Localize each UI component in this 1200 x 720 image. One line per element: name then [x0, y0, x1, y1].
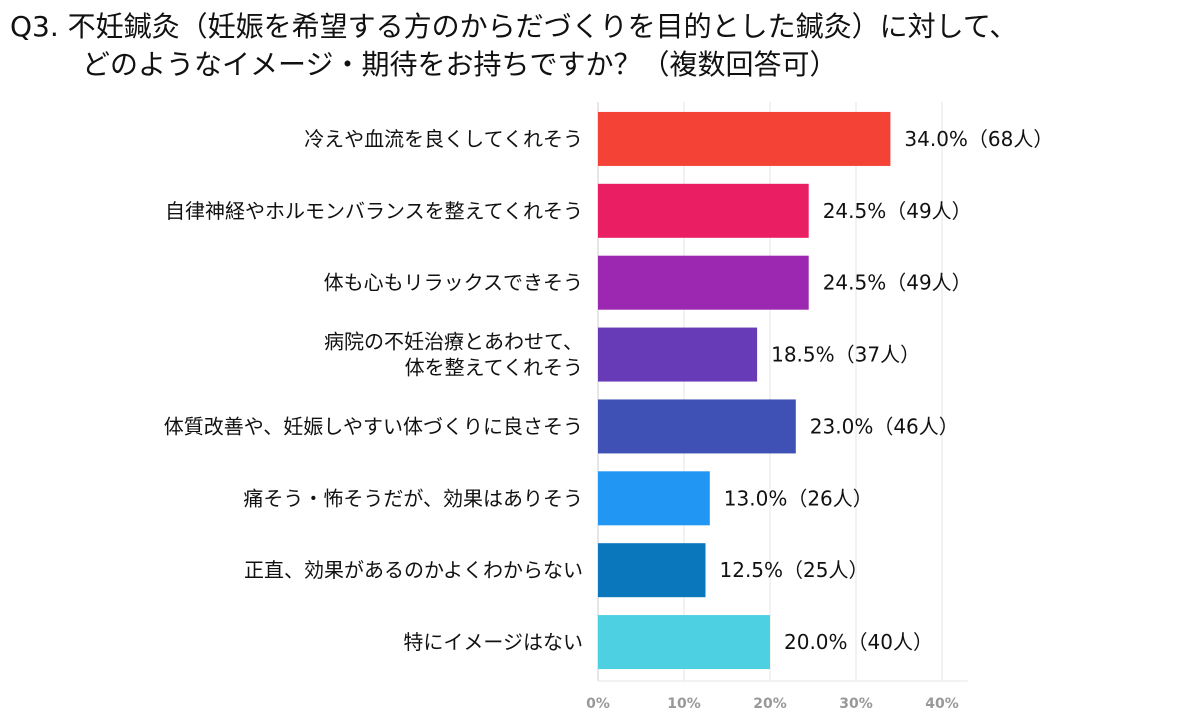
- x-tick-label: 0%: [586, 696, 610, 712]
- category-label: 体も心もリラックスできそう: [324, 271, 583, 295]
- data-label: 34.0%（68人）: [904, 127, 1053, 151]
- category-label: 自律神経やホルモンバランスを整えてくれそう: [165, 199, 583, 223]
- category-label: 正直、効果があるのかよくわからない: [244, 558, 583, 582]
- bar: [598, 255, 809, 310]
- data-label: 24.5%（49人）: [823, 271, 972, 295]
- bar: [598, 471, 710, 526]
- x-tick-label: 10%: [667, 696, 701, 712]
- data-label: 24.5%（49人）: [823, 199, 972, 223]
- data-label: 20.0%（40人）: [784, 630, 933, 654]
- data-label: 23.0%（46人）: [810, 414, 959, 438]
- bar: [598, 543, 706, 598]
- bar: [598, 615, 770, 670]
- category-label: 冷えや血流を良くしてくれそう: [304, 127, 583, 151]
- category-label: 病院の不妊治療とあわせて、: [324, 330, 583, 354]
- bar: [598, 399, 796, 454]
- data-label: 18.5%（37人）: [771, 343, 920, 367]
- x-tick-label: 30%: [839, 696, 873, 712]
- x-tick-label: 20%: [753, 696, 787, 712]
- x-tick-label: 40%: [925, 696, 959, 712]
- data-label: 12.5%（25人）: [720, 558, 869, 582]
- chart-title: Q3. 不妊鍼灸（妊娠を希望する方のからだづくりを目的とした鍼灸）に対して、 ど…: [10, 8, 1017, 84]
- bar: [598, 111, 891, 166]
- data-label: 13.0%（26人）: [724, 486, 873, 510]
- category-label: 体を整えてくれそう: [405, 356, 583, 380]
- bar: [598, 183, 809, 238]
- category-label: 体質改善や、妊娠しやすい体づくりに良さそう: [164, 414, 583, 438]
- category-label: 痛そう・怖そうだが、効果はありそう: [243, 486, 583, 510]
- bar: [598, 327, 758, 382]
- chart-title-line-2: どのようなイメージ・期待をお持ちですか？（複数回答可）: [82, 48, 838, 81]
- category-label: 特にイメージはない: [403, 630, 583, 654]
- chart-title-line-1: Q3. 不妊鍼灸（妊娠を希望する方のからだづくりを目的とした鍼灸）に対して、: [10, 10, 1018, 43]
